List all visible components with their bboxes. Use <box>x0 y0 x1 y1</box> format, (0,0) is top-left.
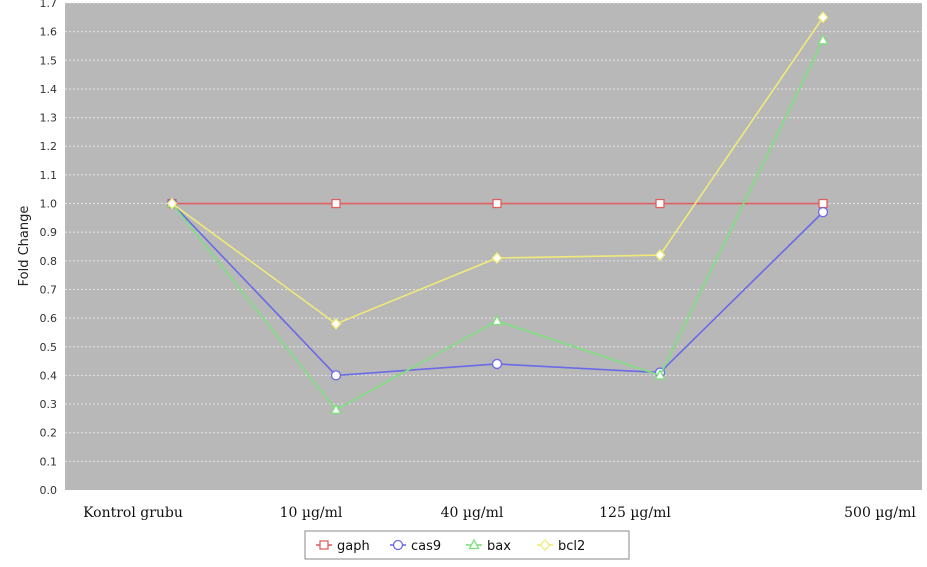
legend-item-bcl2: bcl2 <box>537 539 585 554</box>
y-axis-ticks: 0.0 0.1 0.2 0.3 0.4 0.5 0.6 0.7 0.8 0.9 1.0 1.1 1.2 1… <box>40 0 58 497</box>
data-point-diamond <box>817 11 829 24</box>
data-point-circle <box>330 370 342 381</box>
data-point-square <box>319 540 329 550</box>
y-tick-label: 0.0 <box>40 484 58 497</box>
x-tick-label: 40 µg/ml <box>441 505 504 521</box>
legend-item-bax: bax <box>466 538 511 554</box>
data-point-triangle <box>468 538 480 550</box>
y-tick-label: 0.3 <box>40 398 58 411</box>
y-tick-label: 1.3 <box>40 112 58 125</box>
data-point-diamond <box>539 539 551 551</box>
y-axis-label: Fold Change <box>17 206 32 287</box>
data-point-circle <box>491 358 503 370</box>
x-tick-label: 10 µg/ml <box>280 505 343 521</box>
data-point-square <box>818 198 828 209</box>
data-point-diamond <box>654 249 666 262</box>
series-gaph <box>167 198 828 209</box>
y-tick-label: 1.5 <box>40 54 58 67</box>
y-tick-label: 1.1 <box>40 169 58 182</box>
x-tick-label: 500 µg/ml <box>844 505 916 521</box>
legend-label: gaph <box>337 539 370 554</box>
data-point-diamond <box>166 197 178 210</box>
data-point-triangle <box>330 403 342 414</box>
series-group <box>166 11 829 414</box>
y-tick-label: 0.5 <box>40 341 58 354</box>
y-tick-label: 0.6 <box>40 312 58 325</box>
plot-area <box>65 3 922 490</box>
y-tick-label: 0.9 <box>40 226 58 239</box>
legend-label: cas9 <box>411 539 441 554</box>
data-point-circle <box>392 539 404 551</box>
y-tick-label: 1.4 <box>40 83 58 96</box>
legend: gaph cas9 bax bcl2 <box>304 530 630 560</box>
legend-item-cas9: cas9 <box>390 539 441 554</box>
data-point-square <box>331 198 341 209</box>
x-tick-label: Kontrol grubu <box>83 505 183 521</box>
legend-label: bax <box>487 539 511 554</box>
data-point-triangle <box>817 33 829 45</box>
data-point-triangle <box>654 369 666 380</box>
data-point-square <box>655 198 665 209</box>
y-tick-label: 0.1 <box>40 455 58 468</box>
legend-label: bcl2 <box>558 539 585 554</box>
legend-item-gaph: gaph <box>316 539 370 554</box>
y-tick-label: 0.4 <box>40 369 58 382</box>
data-point-diamond <box>330 317 342 330</box>
x-tick-label: 125 µg/ml <box>599 505 671 521</box>
y-tick-label: 1.7 <box>40 0 58 10</box>
data-point-square <box>492 198 502 209</box>
y-tick-label: 0.7 <box>40 283 58 296</box>
y-tick-label: 1.0 <box>40 198 58 211</box>
x-axis-ticks: Kontrol grubu 10 µg/ml 40 µg/ml 125 µg/ml 50… <box>83 505 916 521</box>
data-point-triangle <box>491 314 503 326</box>
y-tick-label: 1.6 <box>40 26 58 39</box>
data-point-circle <box>817 206 829 218</box>
y-tick-label: 0.2 <box>40 427 58 440</box>
y-tick-label: 1.2 <box>40 140 58 153</box>
y-tick-label: 0.8 <box>40 255 58 268</box>
series-bcl2 <box>166 11 829 330</box>
data-point-diamond <box>491 251 503 264</box>
